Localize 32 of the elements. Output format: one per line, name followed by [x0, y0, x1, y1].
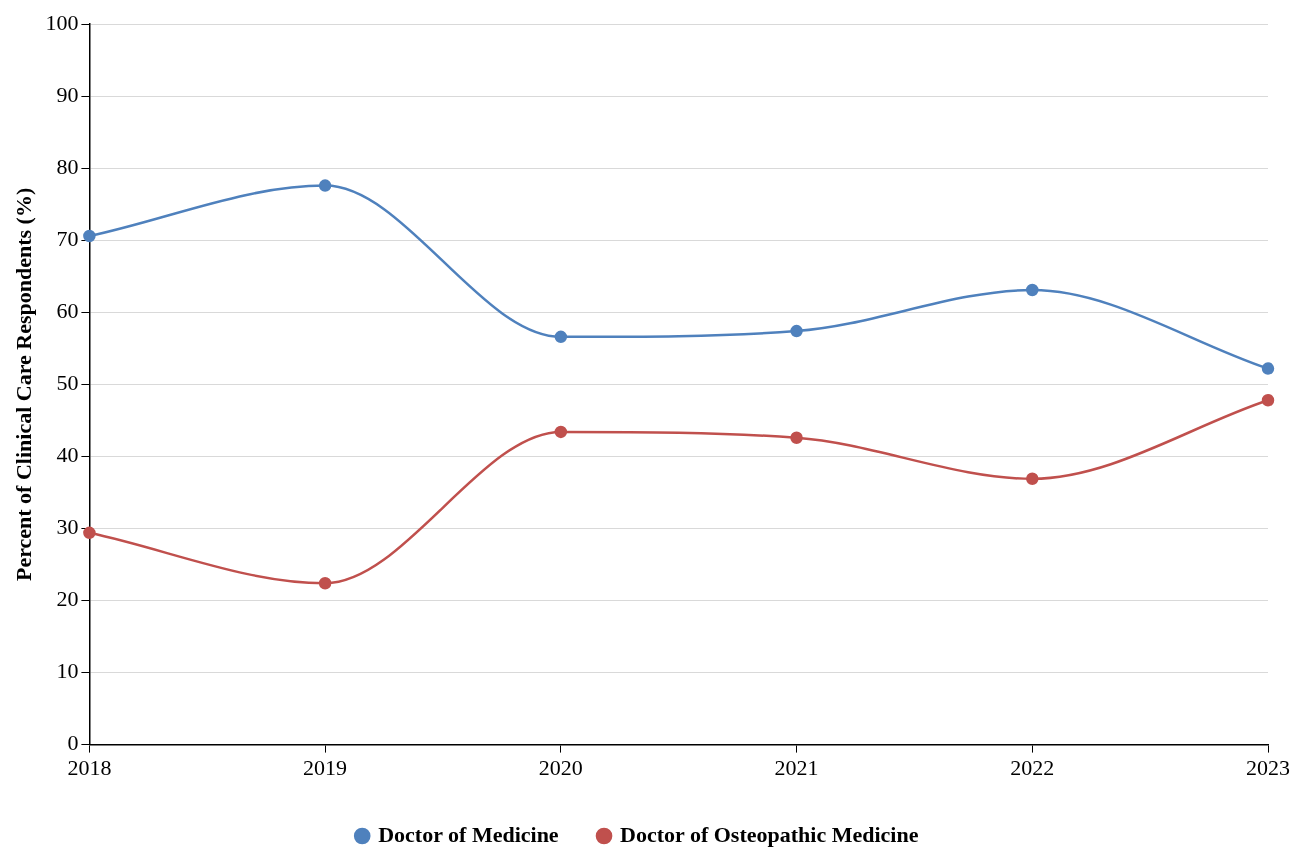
legend-label: Doctor of Osteopathic Medicine [620, 821, 919, 847]
point [1261, 394, 1275, 407]
point [318, 576, 332, 590]
y-tick-label: 20 [56, 586, 79, 612]
y-tick-label: 50 [56, 370, 79, 396]
point [1026, 472, 1039, 486]
point [554, 330, 568, 344]
x-tick-label: 2022 [1010, 754, 1055, 780]
y-tick-label: 10 [56, 658, 79, 684]
y-tick-label: 0 [67, 730, 79, 756]
point [554, 425, 568, 439]
y-tick-label: 90 [56, 82, 79, 108]
y-axis-title: Percent of Clinical Care Respondents (%) [10, 187, 36, 582]
y-tick-label: 40 [56, 442, 79, 468]
y-tick-label: 70 [56, 226, 79, 252]
x-tick-label: 2020 [538, 754, 583, 780]
point [1261, 362, 1275, 375]
y-tick-label: 30 [56, 514, 79, 540]
y-tick-label: 60 [56, 298, 79, 324]
point [790, 431, 803, 444]
point [83, 526, 96, 540]
x-tick-label: 2021 [774, 754, 819, 780]
x-tick-label: 2023 [1246, 754, 1290, 780]
x-tick-label: 2018 [67, 754, 112, 780]
point [83, 229, 96, 243]
point [1026, 283, 1039, 297]
legend-label: Doctor of Medicine [378, 821, 559, 847]
point [790, 324, 803, 338]
x-tick-label: 2019 [303, 754, 348, 780]
y-tick-label: 80 [56, 154, 79, 180]
point [318, 179, 332, 192]
y-tick-label: 100 [45, 9, 79, 35]
